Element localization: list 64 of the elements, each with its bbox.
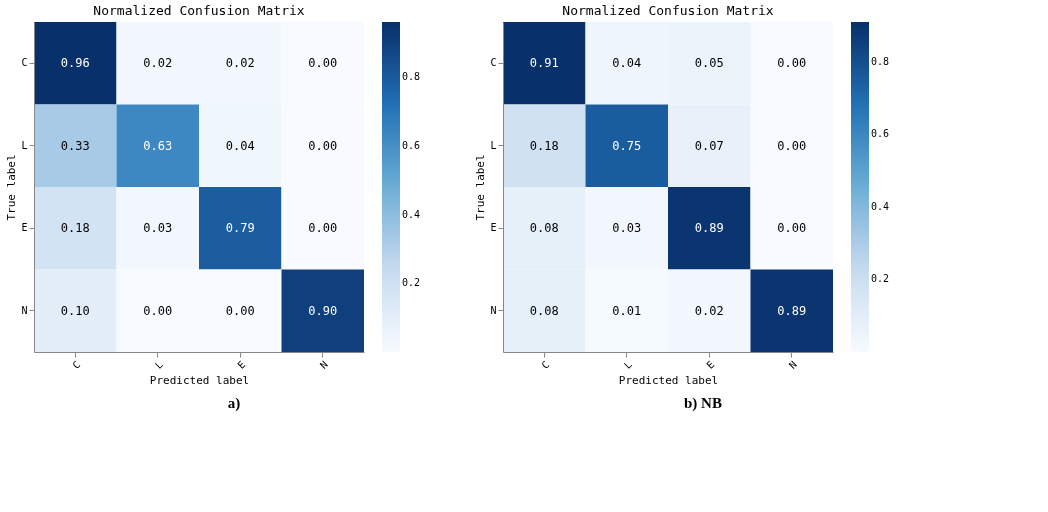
x-tick-label: L — [621, 358, 634, 371]
y-tick-label: L — [21, 139, 28, 151]
data-label: 0.01 — [612, 303, 642, 318]
data-label: 0.18 — [529, 138, 559, 153]
x-tick-label: N — [786, 358, 799, 371]
data-label: 0.00 — [308, 56, 338, 71]
data-label: 0.75 — [612, 138, 642, 153]
data-label: 0.10 — [60, 303, 90, 318]
data-label: 0.08 — [529, 303, 559, 318]
y-tick-label: N — [490, 304, 497, 316]
color-bar-label: 0.2 — [871, 273, 890, 285]
y-axis-title: True label — [5, 154, 19, 221]
y-axis-title: True label — [474, 154, 488, 221]
data-label: 0.03 — [612, 221, 642, 236]
color-bar-label: 0.4 — [871, 200, 890, 212]
data-label: 0.00 — [777, 138, 807, 153]
x-tick-label: N — [317, 358, 330, 371]
data-label: 0.02 — [694, 303, 724, 318]
data-label: 0.90 — [308, 303, 338, 318]
color-bar-label: 0.4 — [402, 208, 421, 220]
data-label: 0.02 — [143, 56, 173, 71]
x-tick-label: C — [539, 358, 552, 371]
x-axis-title: Predicted label — [149, 373, 250, 387]
x-tick-label: L — [152, 358, 165, 371]
x-tick-label: E — [704, 358, 717, 371]
y-tick-label: E — [21, 222, 28, 234]
data-label: 0.05 — [694, 56, 724, 71]
chart-title: Normalized Confusion Matrix — [93, 3, 305, 18]
data-label: 0.07 — [694, 138, 724, 153]
x-axis-title: Predicted label — [618, 373, 719, 387]
color-bar-label: 0.6 — [402, 139, 421, 151]
y-tick-label: C — [21, 57, 28, 69]
data-label: 0.03 — [143, 221, 173, 236]
chart-title: Normalized Confusion Matrix — [562, 3, 774, 18]
data-label: 0.04 — [225, 138, 255, 153]
text: b) NB — [684, 395, 722, 412]
data-label: 0.33 — [60, 138, 90, 153]
data-label: 0.91 — [529, 56, 559, 71]
data-label: 0.00 — [143, 303, 173, 318]
data-label: 0.00 — [308, 221, 338, 236]
data-label: 0.18 — [60, 221, 90, 236]
x-tick-label: C — [70, 358, 83, 371]
color-bar-label: 0.2 — [402, 277, 421, 289]
data-label: 0.04 — [612, 56, 642, 71]
data-label: 0.08 — [529, 221, 559, 236]
data-label: 0.02 — [225, 56, 255, 71]
y-tick-label: N — [21, 304, 28, 316]
data-label: 0.00 — [308, 138, 338, 153]
y-tick-label: L — [490, 139, 497, 151]
color-bar-label: 0.6 — [871, 128, 890, 140]
data-label: 0.00 — [225, 303, 255, 318]
data-label: 0.63 — [143, 138, 173, 153]
data-label: 0.89 — [777, 303, 807, 318]
data-label: 0.96 — [60, 56, 90, 71]
y-tick-label: C — [490, 57, 497, 69]
x-tick-label: E — [235, 358, 248, 371]
text: a) — [227, 395, 241, 412]
color-bar-label: 0.8 — [402, 71, 421, 82]
color-bar-label: 0.8 — [871, 55, 890, 67]
data-label: 0.00 — [777, 56, 807, 71]
data-label: 0.89 — [694, 221, 724, 236]
data-label: 0.00 — [777, 221, 807, 236]
data-label: 0.79 — [225, 221, 255, 236]
y-tick-label: E — [490, 222, 497, 234]
